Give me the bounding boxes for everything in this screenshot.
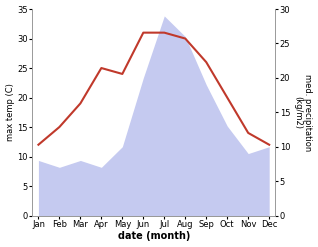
X-axis label: date (month): date (month) <box>118 231 190 242</box>
Y-axis label: med. precipitation
(kg/m2): med. precipitation (kg/m2) <box>293 74 313 151</box>
Y-axis label: max temp (C): max temp (C) <box>5 83 15 141</box>
